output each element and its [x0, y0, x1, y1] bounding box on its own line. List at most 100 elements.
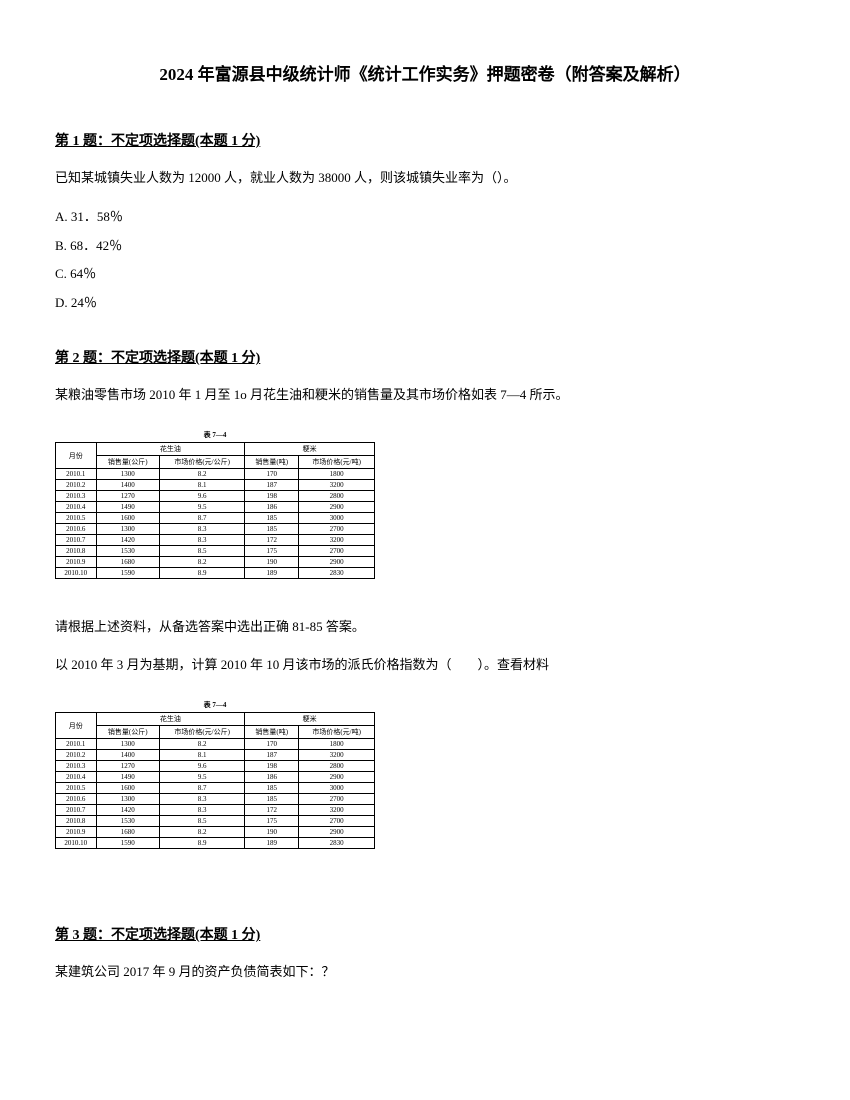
question-1-text: 已知某城镇失业人数为 12000 人，就业人数为 38000 人，则该城镇失业率…: [55, 165, 795, 191]
table-cell: 8.3: [160, 524, 245, 535]
table-cell: 8.3: [160, 805, 245, 816]
data-table-1: 表 7—4 月份 花生油 粳米 销售量(公斤) 市场价格(元/公斤) 销售量(吨…: [55, 428, 375, 579]
table-cell: 2010.8: [56, 546, 97, 557]
question-2-text-3: 以 2010 年 3 月为基期，计算 2010 年 10 月该市场的派氏价格指数…: [55, 652, 795, 678]
table-cell: 187: [245, 750, 299, 761]
table-cell: 1300: [96, 794, 160, 805]
table-row: 2010.714208.31723200: [56, 535, 375, 546]
table-cell: 1530: [96, 816, 160, 827]
table-cell: 9.5: [160, 502, 245, 513]
question-1-option-c: C. 64％: [55, 260, 795, 289]
table-cell: 3000: [299, 513, 375, 524]
table-cell: 8.2: [160, 557, 245, 568]
table-cell: 2010.6: [56, 794, 97, 805]
question-2-text-1: 某粮油零售市场 2010 年 1 月至 1o 月花生油和粳米的销售量及其市场价格…: [55, 382, 795, 408]
table-cell: 1590: [96, 838, 160, 849]
table-cell: 8.1: [160, 480, 245, 491]
table-cell: 8.9: [160, 838, 245, 849]
table-cell: 190: [245, 827, 299, 838]
table-cell: 190: [245, 557, 299, 568]
table-cell: 8.3: [160, 535, 245, 546]
table-row: 2010.916808.21902900: [56, 557, 375, 568]
table-cell: 3200: [299, 750, 375, 761]
col-sales-1: 销售量(公斤): [96, 726, 160, 739]
table-cell: 2700: [299, 794, 375, 805]
table-cell: 186: [245, 772, 299, 783]
table-cell: 9.6: [160, 761, 245, 772]
col-sales-2: 销售量(吨): [245, 726, 299, 739]
table-cell: 1590: [96, 568, 160, 579]
table-cell: 8.7: [160, 783, 245, 794]
table-cell: 2010.5: [56, 513, 97, 524]
table-cell: 186: [245, 502, 299, 513]
table-cell: 2010.9: [56, 827, 97, 838]
table-cell: 185: [245, 783, 299, 794]
table-cell: 2830: [299, 568, 375, 579]
table-cell: 1270: [96, 491, 160, 502]
question-1-option-a: A. 31．58％: [55, 203, 795, 232]
table-cell: 2010.7: [56, 535, 97, 546]
table-cell: 3200: [299, 805, 375, 816]
col-month: 月份: [56, 443, 97, 469]
table-cell: 2010.4: [56, 772, 97, 783]
table-row: 2010.214008.11873200: [56, 750, 375, 761]
table-cell: 187: [245, 480, 299, 491]
table-cell: 2800: [299, 491, 375, 502]
table-cell: 189: [245, 838, 299, 849]
table-cell: 1680: [96, 827, 160, 838]
table-row: 2010.414909.51862900: [56, 772, 375, 783]
col-group-1: 花生油: [96, 443, 245, 456]
question-1-header: 第 1 题：不定项选择题(本题 1 分): [55, 130, 795, 150]
table-cell: 1400: [96, 480, 160, 491]
table-cell: 2010.8: [56, 816, 97, 827]
col-group-1: 花生油: [96, 713, 245, 726]
table-cell: 2010.5: [56, 783, 97, 794]
table-cell: 2010.1: [56, 739, 97, 750]
col-month: 月份: [56, 713, 97, 739]
table-cell: 8.5: [160, 546, 245, 557]
table-cell: 185: [245, 524, 299, 535]
table-cell: 1400: [96, 750, 160, 761]
table-cell: 2700: [299, 524, 375, 535]
table-cell: 2010.3: [56, 491, 97, 502]
table-cell: 1530: [96, 546, 160, 557]
table-cell: 1420: [96, 805, 160, 816]
table-cell: 1800: [299, 739, 375, 750]
table-cell: 1600: [96, 513, 160, 524]
table-cell: 3000: [299, 783, 375, 794]
table-row: 2010.113008.21701800: [56, 739, 375, 750]
table-cell: 8.7: [160, 513, 245, 524]
table-cell: 2010.4: [56, 502, 97, 513]
table-row: 2010.714208.31723200: [56, 805, 375, 816]
question-3-header: 第 3 题：不定项选择题(本题 1 分): [55, 924, 795, 944]
table-row: 2010.1015908.91892830: [56, 838, 375, 849]
table-cell: 2830: [299, 838, 375, 849]
table-cell: 2900: [299, 772, 375, 783]
table-cell: 8.9: [160, 568, 245, 579]
table-cell: 2900: [299, 557, 375, 568]
col-price-1: 市场价格(元/公斤): [160, 456, 245, 469]
table-cell: 8.1: [160, 750, 245, 761]
col-sales-2: 销售量(吨): [245, 456, 299, 469]
table-cell: 2010.9: [56, 557, 97, 568]
table-cell: 9.6: [160, 491, 245, 502]
table-cell: 8.2: [160, 469, 245, 480]
table-cell: 2010.6: [56, 524, 97, 535]
table-row: 2010.214008.11873200: [56, 480, 375, 491]
table-cell: 2700: [299, 816, 375, 827]
table-cell: 2800: [299, 761, 375, 772]
table-row: 2010.815308.51752700: [56, 546, 375, 557]
table-cell: 8.5: [160, 816, 245, 827]
table-cell: 3200: [299, 480, 375, 491]
table-cell: 170: [245, 739, 299, 750]
col-price-1: 市场价格(元/公斤): [160, 726, 245, 739]
table-cell: 172: [245, 805, 299, 816]
table-cell: 2700: [299, 546, 375, 557]
table-cell: 9.5: [160, 772, 245, 783]
table-cell: 1490: [96, 502, 160, 513]
col-price-2: 市场价格(元/吨): [299, 456, 375, 469]
table-cell: 172: [245, 535, 299, 546]
table-row: 2010.516008.71853000: [56, 783, 375, 794]
data-table-2: 表 7—4 月份 花生油 粳米 销售量(公斤) 市场价格(元/公斤) 销售量(吨…: [55, 698, 375, 849]
table-row: 2010.414909.51862900: [56, 502, 375, 513]
